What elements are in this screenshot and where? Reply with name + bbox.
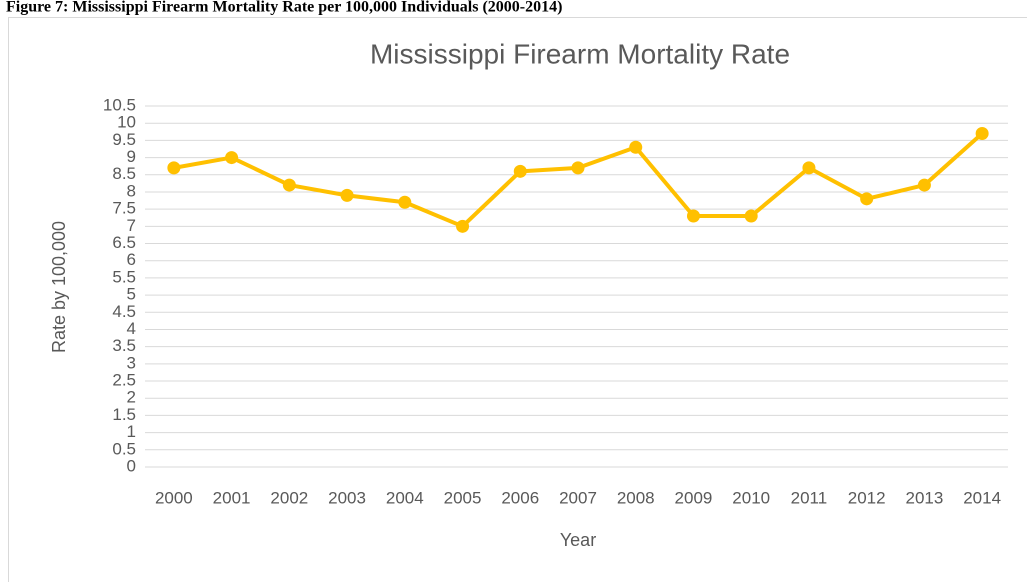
data-point — [860, 192, 874, 206]
y-tick-label: 10.5 — [103, 95, 136, 114]
x-tick-label: 2005 — [444, 488, 482, 507]
x-tick-label: 2003 — [328, 488, 366, 507]
y-tick-label: 3.5 — [112, 336, 136, 355]
x-tick-label: 2008 — [617, 488, 655, 507]
x-tick-label: 2007 — [559, 488, 597, 507]
figure-caption: Figure 7: Mississippi Firearm Mortality … — [6, 0, 562, 16]
y-tick-label: 1.5 — [112, 405, 136, 424]
data-point — [917, 178, 931, 192]
y-tick-label: 8.5 — [112, 164, 136, 183]
x-tick-label: 2010 — [732, 488, 770, 507]
y-tick-label: 6.5 — [112, 233, 136, 252]
chart-title: Mississippi Firearm Mortality Rate — [370, 38, 790, 69]
x-tick-label: 2001 — [213, 488, 251, 507]
data-point — [513, 164, 527, 178]
data-point — [629, 140, 643, 154]
x-axis-title: Year — [560, 530, 596, 550]
y-tick-label: 10 — [117, 113, 136, 132]
y-tick-label: 8 — [127, 181, 136, 200]
y-tick-label: 9 — [127, 147, 136, 166]
x-tick-label: 2012 — [848, 488, 886, 507]
x-tick-label: 2014 — [963, 488, 1001, 507]
y-tick-label: 9.5 — [112, 130, 136, 149]
data-point — [398, 195, 412, 209]
x-tick-label: 2013 — [905, 488, 943, 507]
y-tick-label: 0.5 — [112, 439, 136, 458]
y-tick-label: 0 — [127, 456, 136, 475]
data-point — [802, 161, 816, 175]
data-point — [340, 188, 354, 202]
y-tick-label: 2 — [127, 388, 136, 407]
x-tick-label: 2004 — [386, 488, 424, 507]
chart-frame — [8, 17, 1027, 582]
y-tick-label: 7 — [127, 216, 136, 235]
x-tick-label: 2000 — [155, 488, 193, 507]
data-point — [744, 209, 758, 223]
y-tick-label: 5 — [127, 285, 136, 304]
x-tick-label: 2009 — [675, 488, 713, 507]
data-point — [167, 161, 181, 175]
x-tick-label: 2006 — [501, 488, 539, 507]
x-tick-label: 2011 — [791, 488, 828, 507]
x-tick-label: 2002 — [270, 488, 308, 507]
y-tick-label: 7.5 — [112, 199, 136, 218]
y-tick-label: 5.5 — [112, 267, 136, 286]
y-axis-title: Rate by 100,000 — [49, 221, 69, 353]
y-tick-label: 2.5 — [112, 371, 136, 390]
data-point — [225, 151, 239, 165]
data-point — [282, 178, 296, 192]
data-point — [456, 219, 470, 233]
y-tick-label: 1 — [127, 422, 136, 441]
y-tick-label: 4 — [127, 319, 136, 338]
y-tick-label: 4.5 — [112, 302, 136, 321]
data-point — [571, 161, 585, 175]
y-tick-label: 6 — [127, 250, 136, 269]
y-tick-label: 3 — [127, 353, 136, 372]
data-point — [686, 209, 700, 223]
data-point — [975, 127, 989, 141]
